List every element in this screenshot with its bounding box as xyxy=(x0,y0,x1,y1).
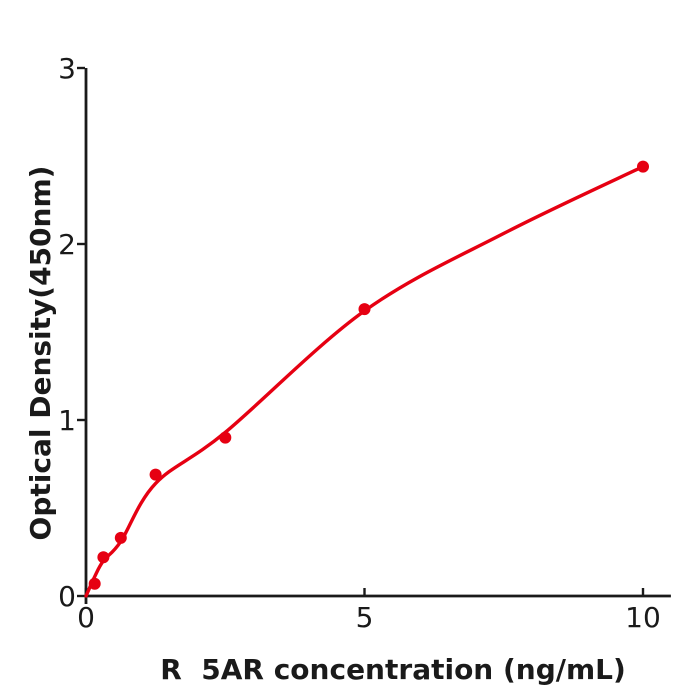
fitted-curve xyxy=(84,164,645,598)
y-tick-label: 3 xyxy=(58,52,76,85)
y-tick-label: 0 xyxy=(58,580,76,613)
data-point xyxy=(97,551,110,564)
y-tick-label: 2 xyxy=(58,228,76,261)
data-point xyxy=(88,577,101,590)
x-axis-title: R 5AR concentration (ng/mL) xyxy=(160,653,626,686)
x-tick-label: 0 xyxy=(77,601,95,634)
data-series xyxy=(84,160,649,598)
x-tick-label: 10 xyxy=(625,601,661,634)
data-point xyxy=(114,531,127,544)
data-point xyxy=(219,431,232,444)
data-point xyxy=(637,160,649,173)
y-tick-label: 1 xyxy=(58,404,76,437)
data-point xyxy=(149,468,162,481)
axes: 0 5 10 0 1 2 3 xyxy=(58,52,671,634)
y-axis-title: Optical Density(450nm) xyxy=(24,166,57,541)
x-tick-label: 5 xyxy=(356,601,374,634)
data-point xyxy=(358,303,371,316)
